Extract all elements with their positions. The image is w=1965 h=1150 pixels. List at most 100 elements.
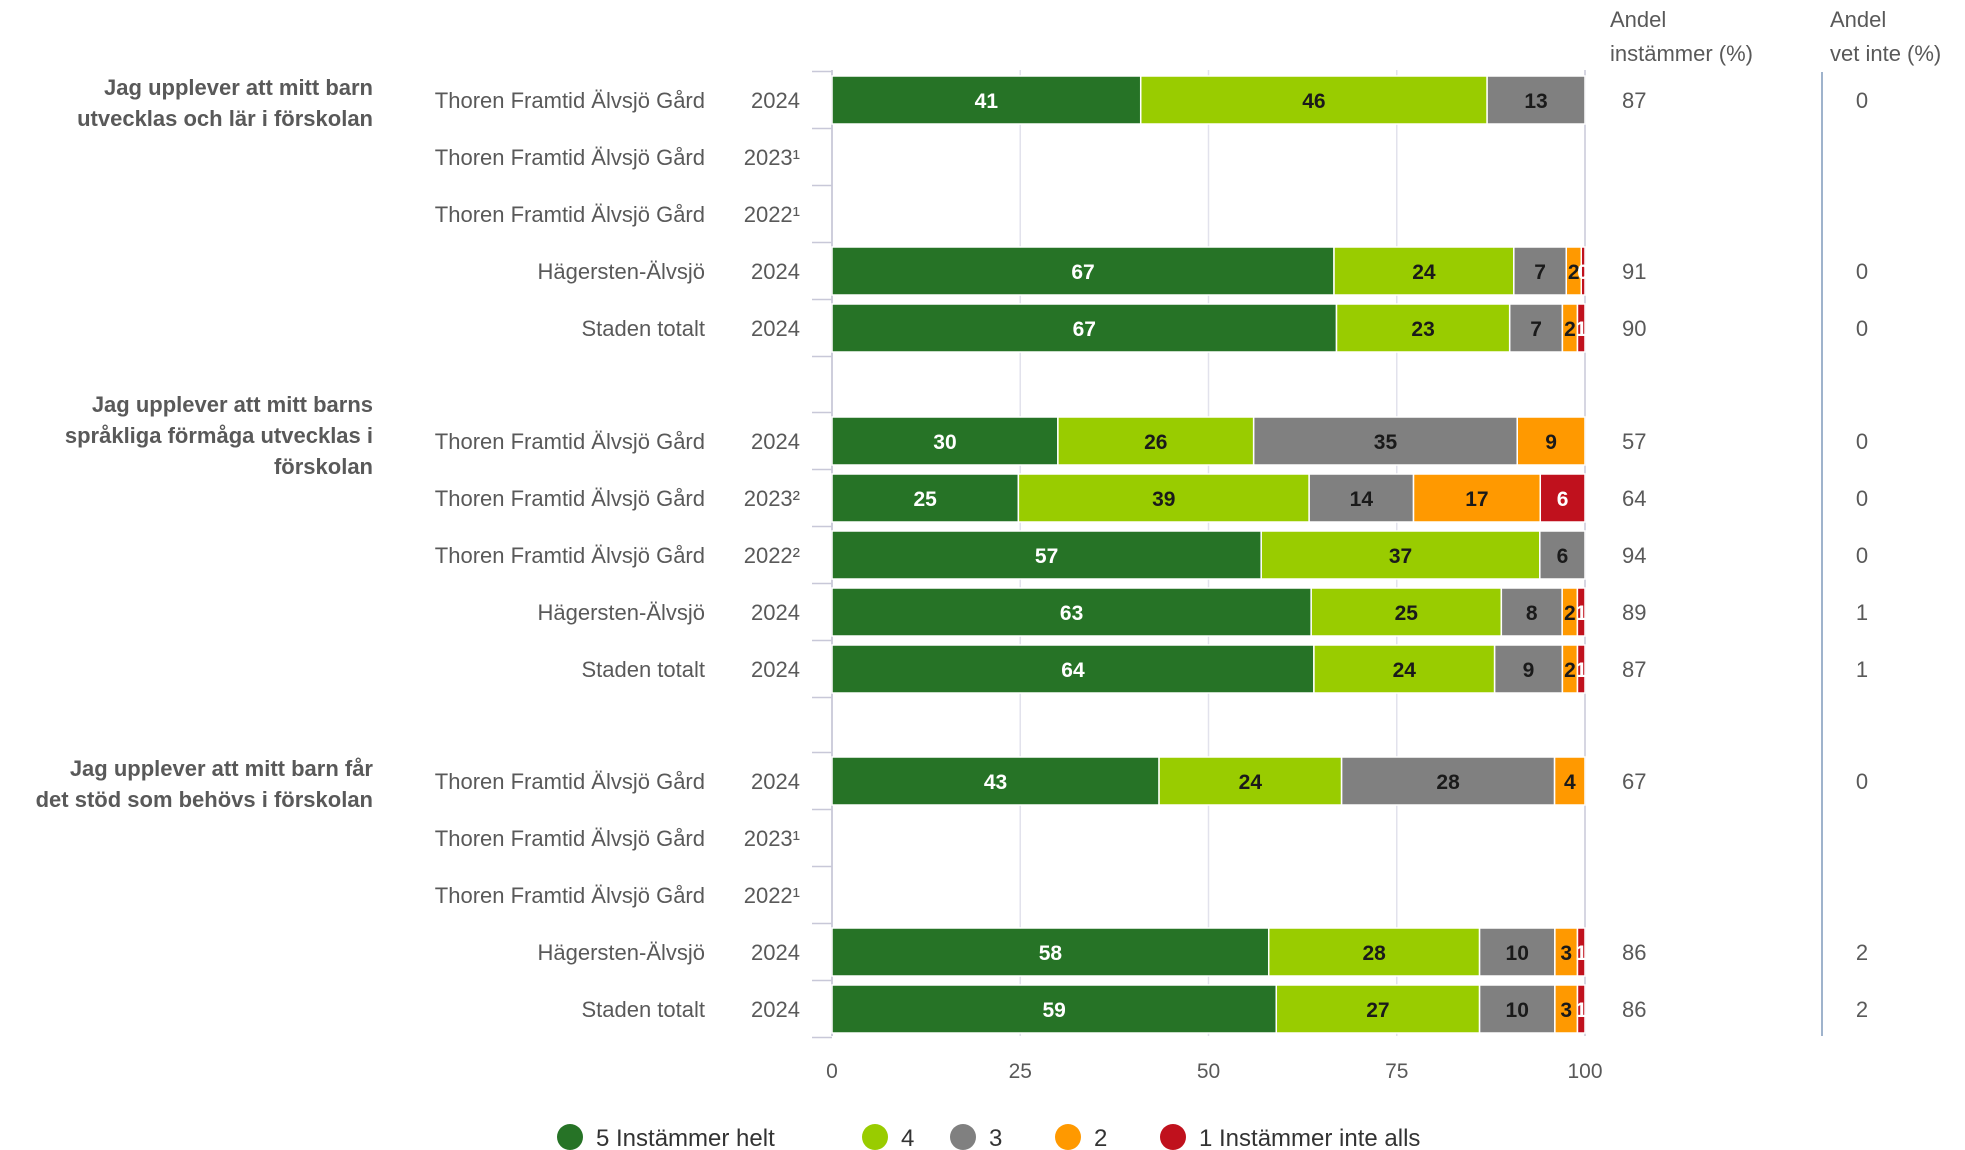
agree-value: 87 <box>1622 657 1646 682</box>
bar-segment <box>1335 303 1511 353</box>
data-label: 9 <box>1523 659 1535 682</box>
bar-segment <box>1478 984 1556 1034</box>
year-label: 2022¹ <box>744 202 800 227</box>
dontknow-value: 0 <box>1856 88 1868 113</box>
data-label: 0 <box>1585 771 1597 794</box>
row-label: Thoren Framtid Älvsjö Gård <box>435 486 705 511</box>
legend-label: 3 <box>989 1125 1002 1150</box>
bar-segment <box>1313 644 1496 694</box>
data-label: 1 <box>1575 999 1587 1022</box>
bar-segment <box>1310 587 1503 637</box>
data-label: 24 <box>1393 659 1417 682</box>
row-label: Thoren Framtid Älvsjö Gård <box>435 769 705 794</box>
data-label: 1 <box>1575 942 1587 965</box>
bar-segment <box>1513 246 1568 296</box>
bar-segment <box>1412 473 1542 523</box>
agree-value: 87 <box>1622 88 1646 113</box>
x-tick-label: 100 <box>1567 1060 1602 1083</box>
bar-segment <box>1017 473 1310 523</box>
x-tick-label: 0 <box>826 1060 838 1083</box>
year-label: 2023¹ <box>744 826 800 851</box>
year-label: 2024 <box>751 259 800 284</box>
data-label: 28 <box>1436 771 1460 794</box>
bar-segment <box>1576 927 1586 977</box>
data-label: 2 <box>1564 659 1576 682</box>
legend-marker <box>950 1124 976 1150</box>
dontknow-value: 0 <box>1856 486 1868 511</box>
row-label: Hägersten-Älvsjö <box>537 600 705 625</box>
data-label: 59 <box>1042 999 1065 1022</box>
legend-marker <box>862 1124 888 1150</box>
row-label: Staden totalt <box>581 657 705 682</box>
data-label: 1 <box>1575 659 1587 682</box>
data-label: 26 <box>1144 431 1167 454</box>
bar-segment <box>1539 473 1586 523</box>
bar-segment <box>1576 587 1586 637</box>
agree-value: 57 <box>1622 429 1646 454</box>
question-label: språkliga förmåga utvecklas i <box>65 423 373 448</box>
legend-marker <box>557 1124 583 1150</box>
data-label: 41 <box>975 90 999 113</box>
question-label: det stöd som behövs i förskolan <box>36 787 373 812</box>
year-label: 2024 <box>751 997 800 1022</box>
legend-marker <box>1160 1124 1186 1150</box>
row-label: Hägersten-Älvsjö <box>537 259 705 284</box>
data-label: 43 <box>984 771 1007 794</box>
bar-segment <box>1576 984 1586 1034</box>
data-label: 67 <box>1073 318 1096 341</box>
data-label: 6 <box>1557 545 1569 568</box>
row-label: Staden totalt <box>581 997 705 1022</box>
bar-segment <box>831 416 1059 466</box>
data-label: 6 <box>1557 488 1569 511</box>
data-label: 63 <box>1060 602 1083 625</box>
data-label: 7 <box>1534 261 1546 284</box>
row-label: Thoren Framtid Älvsjö Gård <box>435 883 705 908</box>
question-label: Jag upplever att mitt barn får <box>70 756 374 781</box>
year-label: 2024 <box>751 657 800 682</box>
row-label: Thoren Framtid Älvsjö Gård <box>435 202 705 227</box>
bar-segment <box>1576 644 1586 694</box>
x-tick-label: 75 <box>1385 1060 1408 1083</box>
data-label: 1 <box>1575 318 1587 341</box>
data-label: 37 <box>1389 545 1412 568</box>
data-label: 2 <box>1568 261 1580 284</box>
bar-segment <box>1275 984 1481 1034</box>
data-label: 64 <box>1061 659 1085 682</box>
year-label: 2022¹ <box>744 883 800 908</box>
data-label: 0 <box>1577 261 1589 284</box>
data-label: 4 <box>1564 771 1576 794</box>
bar-segment <box>1580 246 1586 296</box>
data-label: 39 <box>1152 488 1175 511</box>
year-label: 2024 <box>751 769 800 794</box>
question-label: förskolan <box>274 454 373 479</box>
year-label: 2024 <box>751 940 800 965</box>
data-label: 1 <box>1575 602 1587 625</box>
dontknow-value: 2 <box>1856 997 1868 1022</box>
data-label: 67 <box>1071 261 1094 284</box>
bar-segment <box>1493 644 1564 694</box>
dontknow-value: 0 <box>1856 259 1868 284</box>
data-label: 27 <box>1366 999 1389 1022</box>
bar-segment <box>1057 416 1255 466</box>
side-column-header: Andel <box>1610 7 1666 32</box>
data-label: 10 <box>1506 999 1529 1022</box>
data-label: 24 <box>1239 771 1263 794</box>
agree-value: 86 <box>1622 940 1646 965</box>
year-label: 2024 <box>751 88 800 113</box>
bar-segment <box>1267 927 1481 977</box>
year-label: 2024 <box>751 600 800 625</box>
bar-segment <box>1252 416 1518 466</box>
question-label: utvecklas och lär i förskolan <box>77 106 373 131</box>
bar-segment <box>831 644 1315 694</box>
data-label: 3 <box>1560 999 1572 1022</box>
data-label: 46 <box>1302 90 1325 113</box>
bar-segment <box>1539 530 1586 580</box>
row-label: Thoren Framtid Älvsjö Gård <box>435 88 705 113</box>
year-label: 2022² <box>744 543 800 568</box>
agree-value: 86 <box>1622 997 1646 1022</box>
year-label: 2024 <box>751 429 800 454</box>
legend-label: 5 Instämmer helt <box>596 1125 775 1150</box>
